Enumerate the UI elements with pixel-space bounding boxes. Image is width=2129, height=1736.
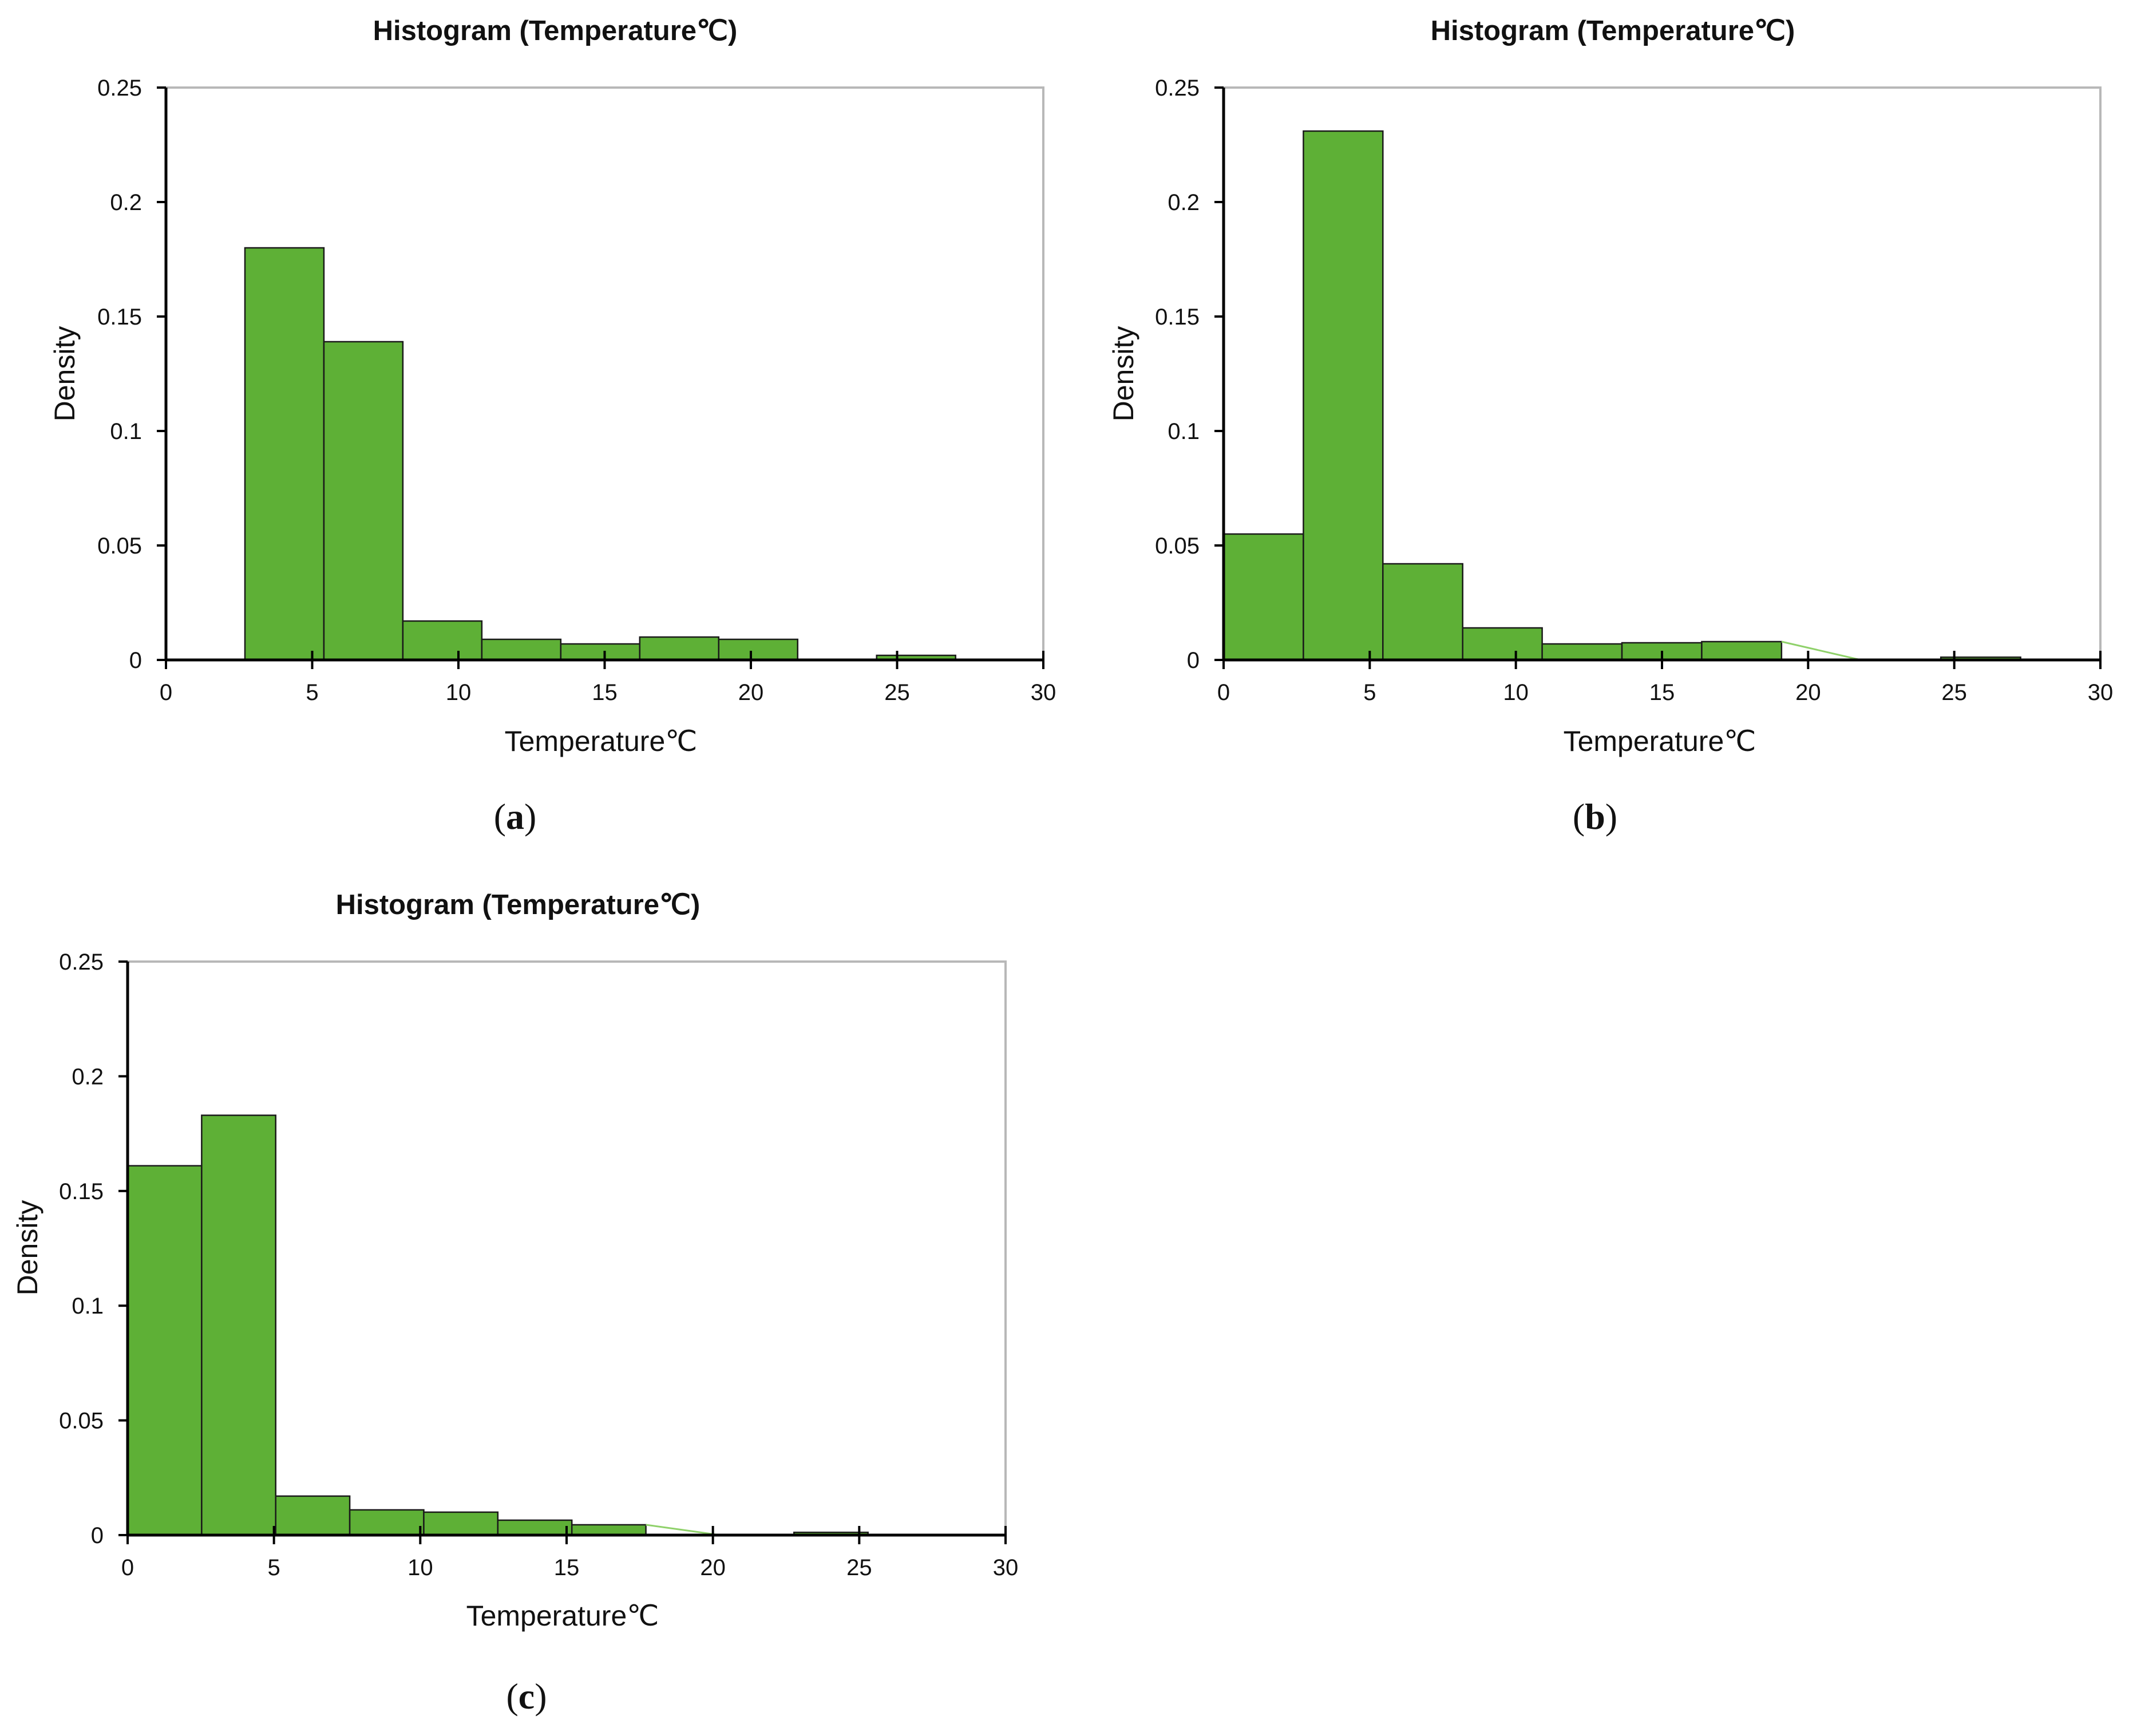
x-tick-label-c-5: 25 [846,1555,872,1580]
y-tick-label-b-1: 0.05 [1155,533,1200,559]
density-tail-line-c [646,1524,721,1536]
histogram-bar-b-1 [1303,130,1384,661]
histogram-bar-b-6 [1701,640,1783,661]
chart-title-a: Histogram (Temperature℃) [373,15,738,46]
x-axis-label-b: Temperature℃ [1564,725,1756,757]
x-tick-label-a-4: 20 [738,680,764,705]
histogram-bar-a-6 [718,638,799,661]
y-tick-label-b-5: 0.25 [1155,76,1200,101]
histogram-bar-a-4 [560,643,641,661]
y-tick-label-a-0: 0 [129,648,142,673]
x-tick-label-b-6: 30 [2088,680,2114,705]
histogram-bar-c-2 [275,1495,351,1536]
y-tick-label-a-2: 0.1 [110,419,142,444]
x-tick-label-c-4: 20 [700,1555,726,1580]
y-tick-label-a-5: 0.25 [97,76,142,101]
x-tick-label-b-5: 25 [1941,680,1967,705]
y-tick-label-c-4: 0.2 [72,1064,104,1089]
histogram-bar-a-5 [639,636,720,661]
x-tick-label-a-6: 30 [1031,680,1056,705]
density-tail-line-b [1781,640,1861,661]
histogram-bar-c-6 [571,1524,647,1536]
y-tick-label-c-3: 0.15 [59,1179,104,1204]
y-axis-label-b: Density [1107,326,1139,422]
x-tick-label-a-0: 0 [160,680,172,705]
y-tick-label-b-0: 0 [1187,648,1200,673]
y-tick-label-b-2: 0.1 [1168,419,1200,444]
y-tick-label-a-3: 0.15 [97,305,142,330]
histogram-bar-a-0 [244,247,325,661]
y-tick-label-a-4: 0.2 [110,190,142,215]
histogram-bar-c-5 [497,1519,573,1536]
x-tick-label-c-6: 30 [993,1555,1019,1580]
histogram-bar-c-4 [423,1511,499,1536]
x-tick-label-c-1: 5 [268,1555,280,1580]
y-axis-label-a: Density [49,326,81,422]
x-tick-label-a-3: 15 [592,680,618,705]
histogram-bar-b-3 [1462,627,1543,661]
histogram-bar-c-3 [349,1509,425,1536]
panel-label-b: (b) [1573,796,1617,837]
histogram-bar-c-1 [201,1114,276,1536]
x-tick-label-a-5: 25 [884,680,910,705]
y-tick-label-b-3: 0.15 [1155,305,1200,330]
histogram-bar-b-2 [1382,563,1463,661]
x-tick-label-c-2: 10 [407,1555,433,1580]
y-tick-label-c-1: 0.05 [59,1409,104,1434]
histogram-bar-b-0 [1222,533,1304,661]
x-tick-label-a-1: 5 [306,680,318,705]
y-tick-label-b-4: 0.2 [1168,190,1200,215]
panel-label-c: (c) [506,1676,547,1717]
histogram-panel-b: 0 0.05 0.1 0.15 0.2 0.25 0 5 10 15 20 25 30 Histogram… [1107,15,2113,757]
panel-label-a: (a) [494,796,537,837]
y-tick-label-c-5: 0.25 [59,950,104,975]
x-tick-label-b-1: 5 [1363,680,1376,705]
histogram-bar-a-3 [481,638,562,661]
x-tick-label-c-3: 15 [554,1555,580,1580]
histogram-panel-c: 0 0.05 0.1 0.15 0.2 0.25 0 5 10 15 20 25 30 Histogram… [11,889,1018,1632]
histogram-bar-a-1 [323,341,404,661]
x-tick-label-b-3: 15 [1649,680,1675,705]
y-tick-label-a-1: 0.05 [97,533,142,559]
y-axis-label-c: Density [11,1200,43,1296]
y-tick-label-c-2: 0.1 [72,1294,104,1319]
x-tick-label-c-0: 0 [121,1555,134,1580]
x-tick-label-a-2: 10 [446,680,472,705]
histogram-bar-c-0 [126,1165,203,1536]
y-tick-label-c-0: 0 [91,1523,104,1548]
histogram-panel-a: 0 0.05 0.1 0.15 0.2 0.25 0 5 10 15 20 25 30 Histogram… [49,15,1056,757]
histogram-bar-a-2 [402,620,483,661]
x-axis-label-c: Temperature℃ [466,1600,659,1632]
x-tick-label-b-0: 0 [1217,680,1230,705]
chart-title-c: Histogram (Temperature℃) [336,889,701,920]
histogram-bar-b-4 [1541,643,1623,661]
x-tick-label-b-4: 20 [1795,680,1821,705]
x-axis-label-a: Temperature℃ [505,725,698,757]
chart-title-b: Histogram (Temperature℃) [1431,15,1795,46]
x-tick-label-b-2: 10 [1503,680,1529,705]
